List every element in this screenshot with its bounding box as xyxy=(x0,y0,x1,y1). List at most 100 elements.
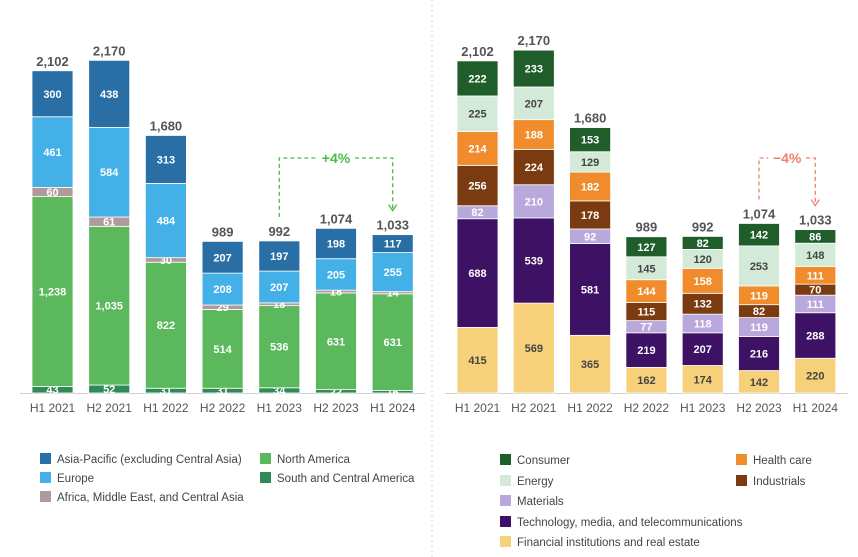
bar-segment-technology-media-and-telecommunications xyxy=(569,243,611,336)
bar-segment-consumer xyxy=(794,229,837,244)
data-label: 536 xyxy=(270,342,288,354)
data-label: 205 xyxy=(327,269,345,281)
legend-item-africa-middle-east-and-central-asia: Africa, Middle East, and Central Asia xyxy=(40,491,244,505)
data-label: 188 xyxy=(525,130,543,142)
legend-label: South and Central America xyxy=(277,473,415,485)
x-tick-label: H2 2023 xyxy=(313,401,359,415)
legend-swatch xyxy=(40,453,51,464)
chart-by-sector: 415 688 82 256 214 225 222 2,102 H1 2021 569 539 21… xyxy=(445,33,848,415)
x-tick-label: H1 2023 xyxy=(680,401,726,415)
legend-label: Industrials xyxy=(753,475,806,488)
bar-segment-north-america xyxy=(258,305,301,389)
data-label: 43 xyxy=(46,385,58,397)
bar-segment-financial-institutions-and-real-estate xyxy=(681,365,724,394)
bar-segment-financial-institutions-and-real-estate xyxy=(512,302,555,394)
total-label: 1,074 xyxy=(320,211,353,226)
legend-item-industrials: Industrials xyxy=(736,474,806,489)
legend-label: Materials xyxy=(517,496,564,508)
x-tick-label: H2 2022 xyxy=(624,401,670,415)
bar-segment-technology-media-and-telecommunications xyxy=(625,332,668,368)
data-label: 111 xyxy=(807,299,824,311)
data-label: 514 xyxy=(213,344,232,356)
data-label: 219 xyxy=(637,345,655,357)
data-label: 233 xyxy=(525,64,543,76)
data-label: 92 xyxy=(584,231,596,243)
annotation-label: +4% xyxy=(322,150,351,166)
legend-label: Europe xyxy=(57,473,95,485)
bar-segment-technology-media-and-telecommunications xyxy=(456,218,499,328)
data-label: 142 xyxy=(750,377,768,389)
legend-swatch xyxy=(260,472,271,483)
annotation-connector xyxy=(758,157,769,200)
legend-label: Asia-Pacific (excluding Central Asia) xyxy=(57,454,242,466)
bar-segment-consumer xyxy=(569,127,611,153)
total-label: 989 xyxy=(636,220,658,235)
bar-segment-technology-media-and-telecommunications xyxy=(512,217,555,304)
legend-swatch xyxy=(40,472,51,483)
legend-item-europe: Europe xyxy=(40,472,94,486)
data-label: 178 xyxy=(581,210,599,222)
data-label: 145 xyxy=(637,263,655,275)
legend-swatch xyxy=(40,491,51,502)
bar-segment-europe xyxy=(31,116,74,188)
bar-segment-europe xyxy=(371,252,414,293)
data-label: 82 xyxy=(471,207,483,219)
x-tick-label: H2 2022 xyxy=(200,401,246,415)
annotation-connector xyxy=(806,157,816,206)
data-label: 198 xyxy=(327,239,345,251)
data-label: 111 xyxy=(807,270,824,282)
x-tick-label: H1 2024 xyxy=(793,401,839,415)
data-label: 220 xyxy=(806,371,824,383)
data-label: 77 xyxy=(640,322,652,334)
bar-segment-industrials xyxy=(456,164,499,207)
data-label: 214 xyxy=(468,143,487,155)
x-tick-label: H1 2021 xyxy=(455,401,501,415)
legend-label: Africa, Middle East, and Central Asia xyxy=(57,492,244,504)
legend-item-consumer: Consumer xyxy=(500,454,570,468)
data-label: 197 xyxy=(270,251,288,263)
total-label: 992 xyxy=(692,219,714,234)
legend-item-south-and-central-america: South and Central America xyxy=(260,472,414,486)
data-label: 539 xyxy=(525,256,543,268)
total-label: 989 xyxy=(212,224,234,239)
bar-segment-north-america xyxy=(31,196,74,387)
data-label: 461 xyxy=(43,147,61,159)
data-label: 132 xyxy=(694,299,712,311)
legend-item-financial-institutions-and-real-estate: Financial institutions and real estate xyxy=(500,536,700,550)
bar-segment-asia-pacific-excluding-central-asia xyxy=(88,59,131,128)
data-label: 225 xyxy=(468,109,486,121)
legend-label: Health care xyxy=(753,455,812,467)
x-tick-label: H1 2022 xyxy=(143,401,189,415)
total-label: 1,033 xyxy=(799,213,832,228)
total-label: 2,102 xyxy=(36,54,69,69)
bar-segment-asia-pacific-excluding-central-asia xyxy=(258,240,301,272)
data-label: 82 xyxy=(753,306,765,318)
bar-segment-energy xyxy=(738,245,780,287)
data-label: 207 xyxy=(694,344,712,356)
annotation-arrowhead xyxy=(388,204,398,212)
annotation-arrowhead xyxy=(810,199,820,207)
data-label: 1,035 xyxy=(95,301,123,313)
data-label: 210 xyxy=(525,196,543,208)
data-label: 52 xyxy=(103,384,115,396)
legend-label: North America xyxy=(277,454,350,466)
bar-segment-north-america xyxy=(144,261,187,389)
data-label: 222 xyxy=(468,73,486,85)
data-label: 631 xyxy=(384,337,402,349)
data-label: 174 xyxy=(694,374,713,386)
data-label: 224 xyxy=(525,162,544,174)
bar-segment-europe xyxy=(201,272,244,306)
data-label: 118 xyxy=(694,318,712,330)
bar-segment-industrials xyxy=(569,200,611,230)
data-label: 207 xyxy=(525,98,543,110)
bar-segment-consumer xyxy=(512,49,555,88)
data-label: 688 xyxy=(468,268,486,280)
data-label: 70 xyxy=(809,285,821,297)
legend-label: Energy xyxy=(517,475,554,488)
legend-item-materials: Materials xyxy=(500,495,564,509)
data-label: 158 xyxy=(694,276,712,288)
bar-segment-asia-pacific-excluding-central-asia xyxy=(31,70,74,118)
legend-swatch xyxy=(500,515,511,527)
bar-segment-north-america xyxy=(201,309,244,389)
